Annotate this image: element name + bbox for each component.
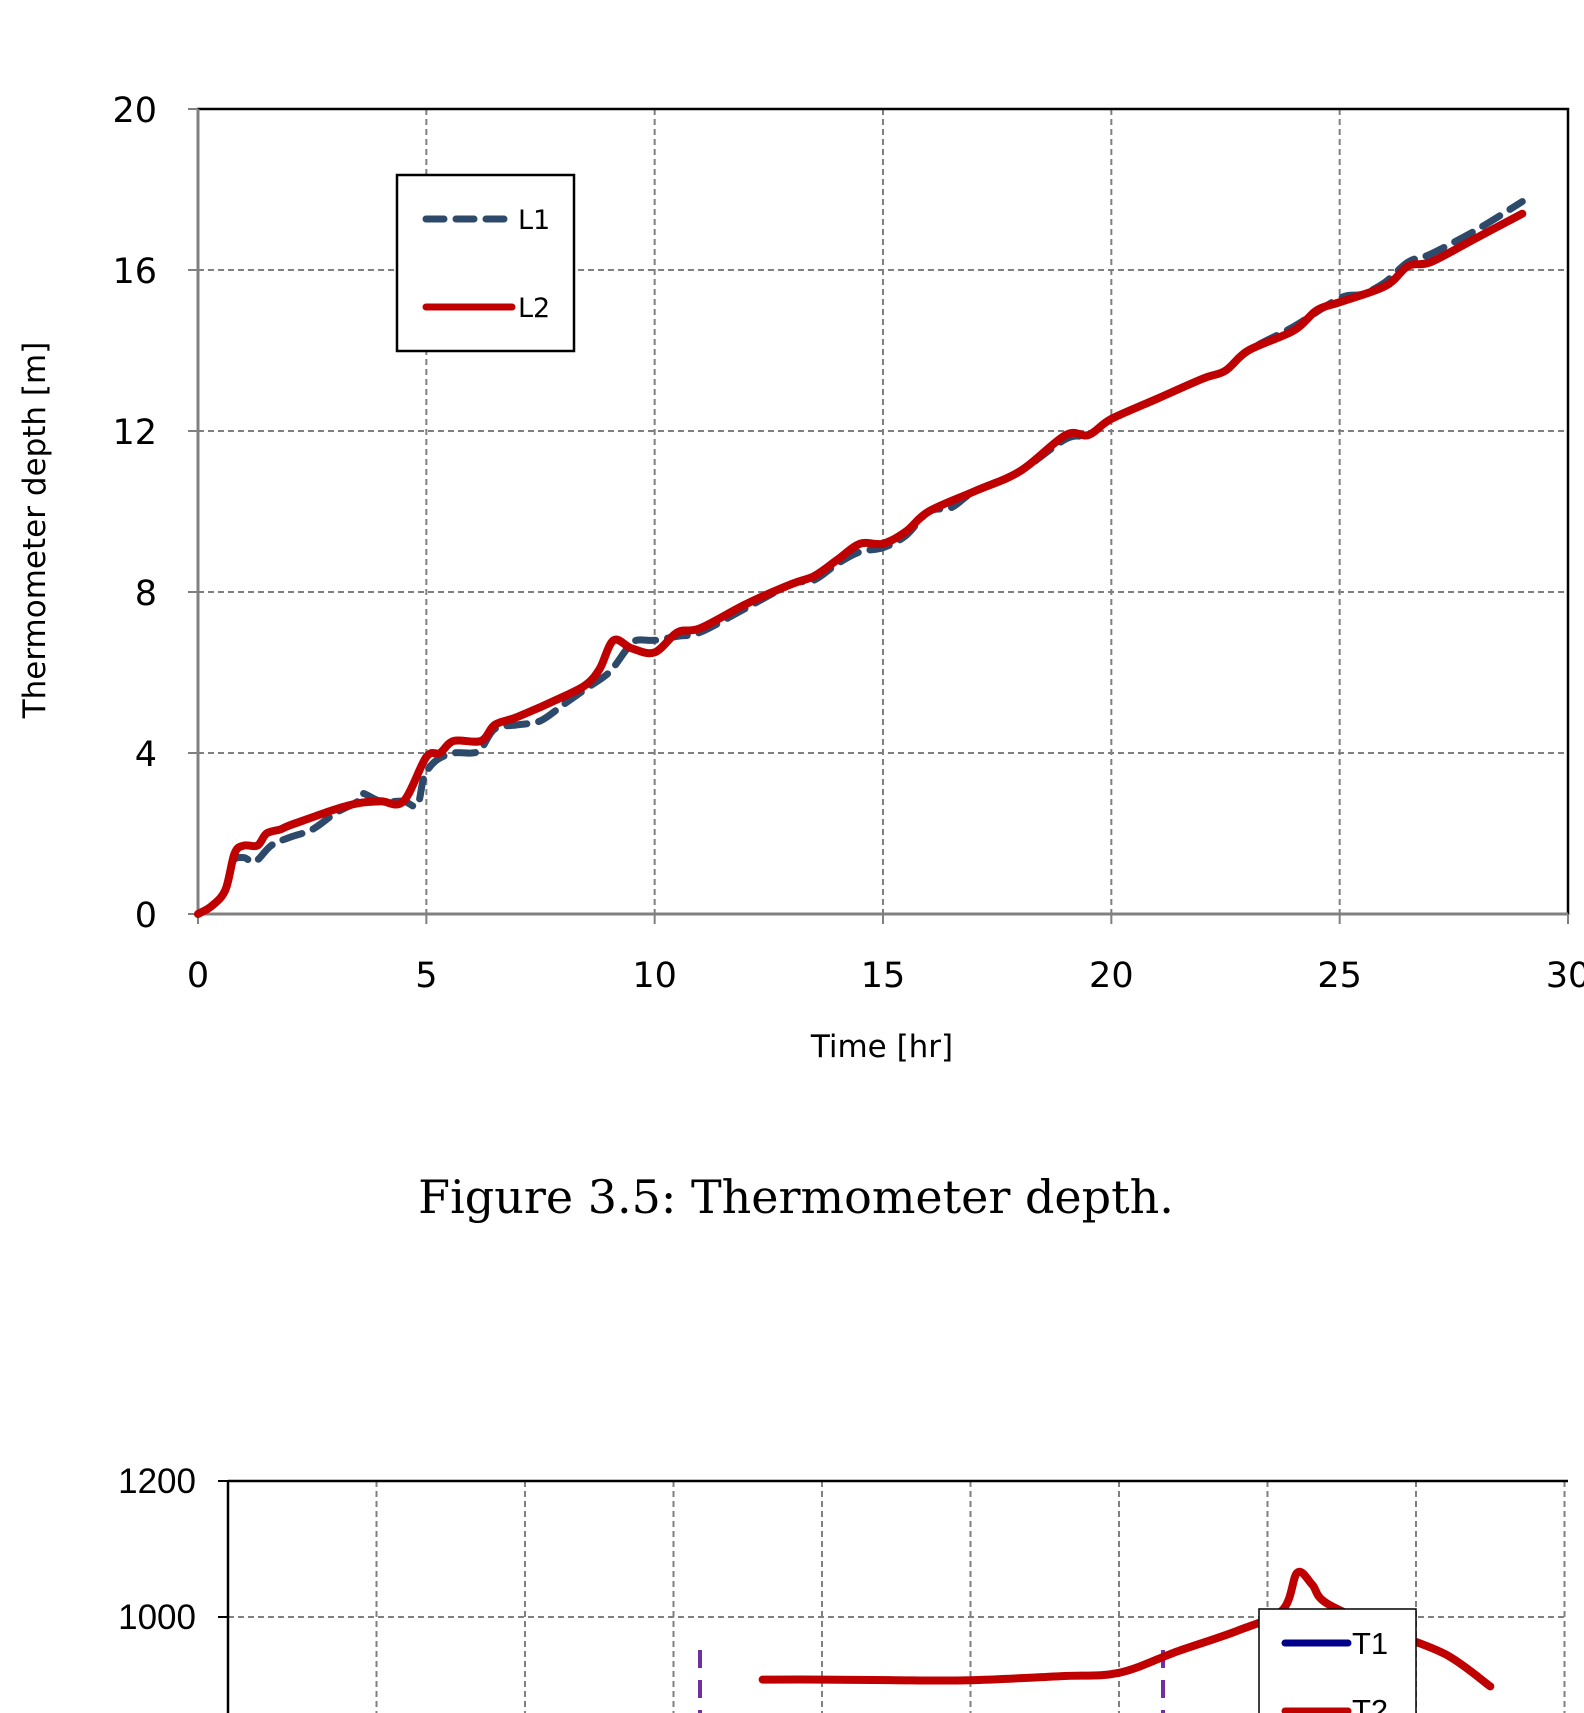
y-tick-label: 1000 [118, 1598, 196, 1637]
x-tick-label: 0 [187, 956, 209, 996]
depth-chart-x-tick-labels: 0 5 10 15 20 25 30 [187, 956, 1584, 996]
temperature-chart-legend: T1 T2 [1258, 1608, 1417, 1713]
legend-box [395, 173, 576, 353]
x-tick-label: 10 [632, 956, 677, 996]
temperature-chart: 1000 1200 T1 T2 [118, 1462, 1568, 1713]
legend-box-2 [1258, 1608, 1417, 1713]
series-line-l2 [194, 209, 1527, 918]
legend-label-l1: L1 [518, 205, 550, 236]
y-tick-label: 16 [112, 252, 157, 292]
depth-chart-legend: L1 L2 [395, 173, 576, 353]
depth-chart-grid [198, 109, 1568, 914]
x-tick-label: 20 [1089, 956, 1134, 996]
depth-chart: 0 5 10 15 20 25 30 0 4 8 12 16 20 Time [hr] Thermom… [17, 91, 1584, 1065]
x-tick-label: 15 [861, 956, 906, 996]
legend-label-l2: L2 [518, 293, 550, 324]
temperature-chart-axes [218, 1479, 1568, 1713]
y-tick-label: 1200 [118, 1462, 196, 1501]
x-axis-title: Time [hr] [810, 1029, 953, 1065]
y-tick-label: 20 [112, 91, 157, 131]
y-tick-label: 8 [135, 574, 157, 614]
y-tick-label: 4 [135, 735, 157, 775]
y-axis-title: Thermometer depth [m] [17, 342, 53, 720]
y-tick-label: 0 [135, 896, 157, 936]
legend-label-t1: T1 [1352, 1626, 1388, 1661]
x-tick-label: 5 [415, 956, 437, 996]
legend-label-t2: T2 [1352, 1693, 1388, 1713]
depth-chart-y-tick-labels: 0 4 8 12 16 20 [112, 91, 157, 936]
figure-caption: Figure 3.5: Thermometer depth. [418, 1170, 1174, 1224]
y-tick-label: 12 [112, 413, 157, 453]
x-tick-label: 30 [1546, 956, 1584, 996]
depth-chart-series [194, 198, 1527, 918]
temperature-chart-y-tick-labels: 1000 1200 [118, 1462, 196, 1637]
x-tick-label: 25 [1317, 956, 1362, 996]
